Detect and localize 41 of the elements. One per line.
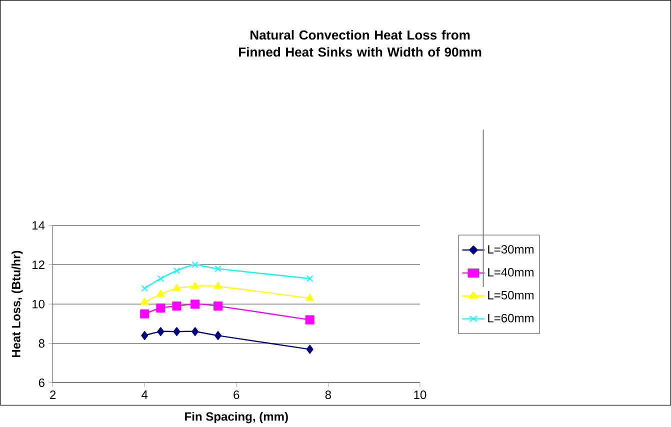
- legend-label: L=30mm: [488, 245, 534, 254]
- legend-label: L=50mm: [488, 291, 534, 300]
- point: [172, 302, 182, 311]
- point: [156, 290, 165, 297]
- point: [191, 282, 200, 290]
- point: [157, 327, 164, 336]
- point: [306, 275, 314, 282]
- x-tick-label: 6: [234, 390, 240, 400]
- point: [141, 331, 148, 340]
- y-tick-label: 12: [32, 260, 44, 270]
- y-tick-label: 10: [32, 300, 45, 309]
- point: [157, 275, 164, 282]
- point: [192, 262, 198, 268]
- point: [172, 284, 181, 292]
- x-tick-label: 8: [325, 390, 331, 400]
- point: [306, 345, 314, 354]
- point: [214, 302, 223, 311]
- point: [173, 327, 180, 336]
- y-axis-title: Heat Loss, (Btu/hr): [12, 251, 23, 358]
- x-tick-label: 10: [414, 390, 426, 400]
- point: [214, 331, 222, 340]
- legend-label: L=40mm: [488, 268, 534, 277]
- point: [190, 300, 200, 309]
- point: [214, 282, 222, 290]
- legend-label: L=60mm: [488, 314, 534, 323]
- point: [173, 268, 180, 274]
- point: [306, 294, 314, 301]
- x-tick-label: 4: [142, 390, 148, 400]
- point: [214, 266, 222, 272]
- point: [140, 298, 149, 305]
- y-tick-label: 14: [32, 222, 45, 230]
- point: [140, 310, 150, 319]
- point: [305, 316, 314, 325]
- y-tick-label: 8: [38, 339, 44, 348]
- chart-title: Natural Convection Heat Loss from Finned Heat Sinks with Width of 90mm: [239, 30, 482, 57]
- point: [156, 304, 166, 313]
- y-tick-label: 6: [38, 378, 44, 388]
- x-axis-title: Fin Spacing, (mm): [185, 412, 288, 424]
- point: [141, 285, 148, 292]
- point: [192, 327, 199, 336]
- x-tick-label: 2: [50, 390, 56, 400]
